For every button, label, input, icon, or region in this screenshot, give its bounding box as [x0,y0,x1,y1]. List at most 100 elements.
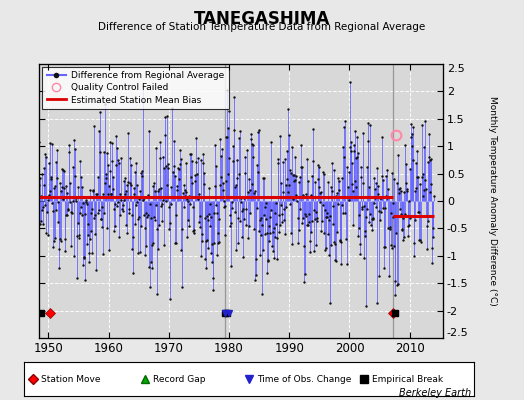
Point [284,106,292,113]
Point [279,217,288,224]
Point [279,158,287,165]
Point [401,142,409,148]
Point [50,182,59,189]
Point [285,182,293,189]
Point [159,154,167,160]
Point [124,130,132,136]
Text: Time of Obs. Change: Time of Obs. Change [257,374,352,384]
Point [339,144,347,150]
Point [308,173,316,179]
Point [112,162,121,168]
Point [54,265,63,271]
Point [337,202,346,208]
Point [247,181,256,188]
Y-axis label: Monthly Temperature Anomaly Difference (°C): Monthly Temperature Anomaly Difference (… [488,96,497,306]
Point [232,247,241,254]
Point [35,139,43,145]
Point [274,156,282,162]
Point [57,188,65,195]
Point [221,203,230,210]
Point [277,180,285,186]
Point [275,212,283,218]
Point [335,178,344,184]
Point [424,218,432,224]
Point [172,240,180,246]
Point [182,234,191,240]
Point [253,205,261,212]
Point [252,256,260,262]
Point [60,185,69,191]
Point [332,258,340,264]
Point [156,138,165,145]
Point [73,220,82,227]
Point [32,183,40,189]
Point [396,205,404,212]
Point [127,212,136,219]
Point [366,211,375,217]
Point [379,204,387,211]
Point [312,209,320,215]
Text: Record Gap: Record Gap [154,374,206,384]
Point [294,240,302,246]
Point [412,160,420,166]
Point [335,187,343,194]
Point [95,148,104,155]
Point [224,125,232,131]
Point [46,188,54,195]
Point [149,182,157,189]
Point [379,265,388,272]
Point [273,234,281,241]
Point [206,214,215,220]
Point [83,201,91,207]
Point [395,186,403,192]
Point [107,190,115,197]
Point [318,218,326,224]
Point [419,193,427,200]
Point [253,162,261,168]
Point [168,104,176,111]
Point [115,160,123,166]
Point [362,303,370,309]
Point [359,203,368,209]
Point [87,210,95,216]
Point [86,186,94,193]
Point [388,169,397,176]
Point [47,175,55,182]
Point [217,152,226,159]
Point [323,214,331,220]
Point [306,238,314,244]
Point [367,222,375,228]
Point [219,186,227,193]
Point [178,283,186,290]
Point [215,216,223,222]
Point [178,226,187,232]
Point [319,229,328,236]
Point [280,231,289,237]
Point [370,186,379,192]
Point [71,173,79,179]
Point [278,211,286,217]
Point [359,130,367,136]
Point [414,209,423,215]
Point [118,206,126,212]
Point [424,130,433,137]
Point [344,169,353,176]
Point [423,222,431,229]
Point [419,144,428,150]
Point [286,166,294,173]
Point [228,158,237,165]
Point [41,202,50,208]
Point [213,252,222,258]
Point [209,287,217,294]
Point [398,236,407,243]
Point [399,188,408,195]
Point [143,243,151,250]
Point [301,191,310,197]
Point [66,199,74,205]
Point [108,174,117,180]
Point [233,174,242,181]
Point [59,196,67,202]
Point [113,145,122,151]
Point [35,182,43,188]
Point [259,174,268,181]
